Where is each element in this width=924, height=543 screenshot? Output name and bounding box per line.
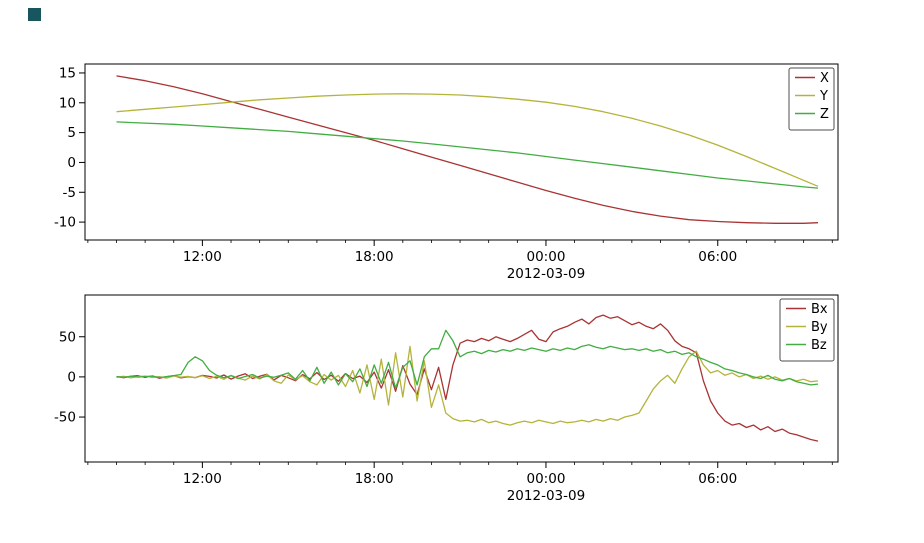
plot-frame: [84, 294, 839, 463]
y-tick-label: 10: [59, 95, 76, 111]
y-tick-label: -5: [63, 185, 76, 201]
y-tick-label: 15: [59, 65, 76, 81]
y-tick-label: -10: [54, 215, 76, 231]
series-line-Bz: [116, 329, 819, 389]
legend-label-Bz: Bz: [811, 338, 827, 353]
series-line-Bx: [116, 314, 819, 442]
series-line-Y: [116, 93, 819, 187]
corner-marker: [28, 8, 41, 21]
y-tick-label: 50: [59, 329, 76, 345]
y-tick-label: 5: [67, 125, 76, 141]
x-tick-label: 00:00: [527, 471, 566, 487]
legend-label-By: By: [811, 320, 828, 335]
y-tick-label: 0: [67, 369, 76, 385]
legend-label-Z: Z: [820, 107, 829, 122]
x-date-label: 2012-03-09: [507, 488, 585, 504]
legend-label-Y: Y: [819, 89, 828, 104]
legend-label-Bx: Bx: [811, 302, 828, 317]
legend-box: [788, 67, 835, 131]
x-tick-label: 18:00: [355, 249, 394, 265]
y-tick-label: 0: [67, 155, 76, 171]
x-tick-label: 00:00: [527, 249, 566, 265]
x-tick-label: 12:00: [183, 471, 222, 487]
x-date-label: 2012-03-09: [507, 266, 585, 282]
x-tick-label: 06:00: [698, 471, 737, 487]
y-tick-label: -50: [54, 410, 76, 426]
x-tick-label: 18:00: [355, 471, 394, 487]
x-tick-label: 12:00: [183, 249, 222, 265]
legend-label-X: X: [820, 71, 829, 86]
x-tick-label: 06:00: [698, 249, 737, 265]
series-line-Z: [116, 121, 819, 189]
legend-box: [779, 298, 835, 362]
series-line-By: [116, 345, 819, 426]
series-line-X: [116, 75, 819, 224]
plot-frame: [84, 63, 839, 241]
